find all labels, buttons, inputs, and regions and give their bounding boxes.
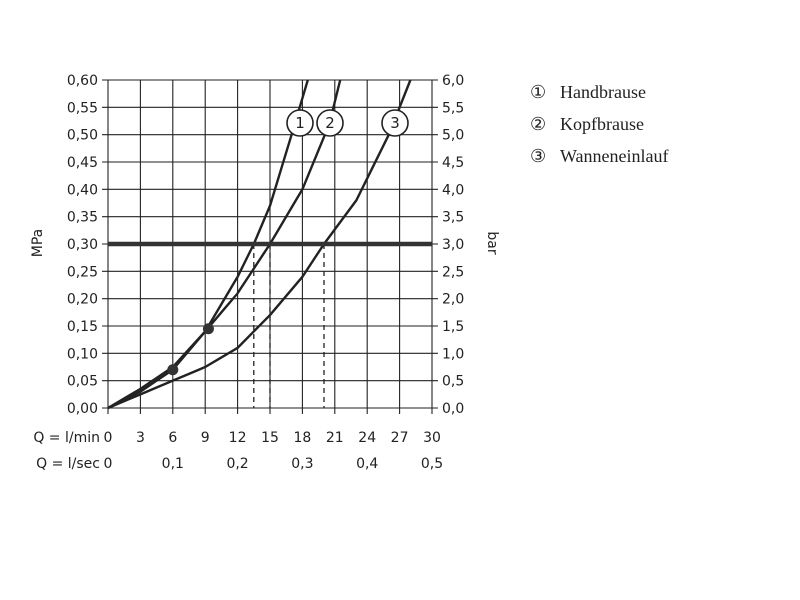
x-lmin-tick-label: 18 [293, 430, 311, 446]
y-left-tick-label: 0,60 [67, 73, 98, 89]
curve-series-3 [107, 79, 412, 410]
y-right-tick-label: 3,5 [442, 210, 464, 226]
x-lmin-tick-label: 21 [326, 430, 344, 446]
curve-marker-label: 3 [390, 114, 400, 132]
y-left-tick-label: 0,10 [67, 346, 98, 362]
y-right-tick-label: 5,0 [442, 128, 464, 144]
curve-marker-circle [381, 109, 409, 137]
legend-item-handbrause: ① Handbrause [530, 82, 646, 102]
legend-marker-3: ③ [530, 146, 546, 166]
curve-markers: 1 2 3 [286, 109, 409, 137]
curve-marker-circle [316, 109, 344, 137]
x-lsec-tick-label: 0,1 [162, 456, 184, 472]
y-right-tick-label: 0,5 [442, 374, 464, 390]
operating-point [167, 364, 179, 376]
x-lmin-tick-label: 15 [261, 430, 279, 446]
y-left-tick-label: 0,35 [67, 210, 98, 226]
y-right-tick-label: 3,0 [442, 237, 464, 253]
x-lsec-tick-label: 0,2 [226, 456, 248, 472]
x-lmin-tick-label: 12 [229, 430, 247, 446]
x-lmin-axis-title: Q = l/min [33, 430, 100, 446]
y-left-tick-label: 0,15 [67, 319, 98, 335]
tick-labels: 0,000,050,100,150,200,250,300,350,400,45… [67, 73, 464, 472]
legend-label-handbrause: Handbrause [560, 82, 646, 102]
x-lmin-tick-label: 0 [104, 430, 113, 446]
y-left-tick-label: 0,05 [67, 374, 98, 390]
y-left-tick-label: 0,00 [67, 401, 98, 417]
y-right-tick-label: 5,5 [442, 100, 464, 116]
y-right-tick-label: 6,0 [442, 73, 464, 89]
y-left-tick-label: 0,25 [67, 264, 98, 280]
curve-marker-label: 1 [295, 114, 305, 132]
y-left-tick-label: 0,50 [67, 128, 98, 144]
x-lmin-tick-label: 24 [358, 430, 376, 446]
y-right-tick-label: 4,5 [442, 155, 464, 171]
x-lsec-tick-label: 0,4 [356, 456, 378, 472]
y-left-tick-label: 0,55 [67, 100, 98, 116]
legend-marker-1: ① [530, 82, 546, 102]
curve-series [107, 79, 412, 410]
legend-label-kopfbrause: Kopfbrause [560, 114, 644, 134]
y-right-tick-label: 1,0 [442, 346, 464, 362]
curve-marker-label: 2 [325, 114, 335, 132]
y-right-tick-label: 1,5 [442, 319, 464, 335]
legend-item-wanneneinlauf: ③ Wanneneinlauf [530, 146, 669, 166]
y-left-tick-label: 0,30 [67, 237, 98, 253]
curve-series-2 [107, 79, 342, 410]
x-lmin-tick-label: 6 [168, 430, 177, 446]
x-lmin-tick-label: 27 [391, 430, 409, 446]
y-left-axis-title: MPa [30, 229, 46, 257]
x-lsec-tick-label: 0 [104, 456, 113, 472]
y-left-tick-label: 0,40 [67, 182, 98, 198]
operating-points [167, 323, 214, 376]
legend: ① Handbrause ② Kopfbrause ③ Wanneneinlau… [530, 82, 669, 166]
x-lsec-tick-label: 0,5 [421, 456, 443, 472]
curve-series-1 [107, 79, 309, 410]
legend-item-kopfbrause: ② Kopfbrause [530, 114, 644, 134]
y-right-tick-label: 4,0 [442, 182, 464, 198]
x-lsec-axis-title: Q = l/sec [36, 456, 100, 472]
legend-label-wanneneinlauf: Wanneneinlauf [560, 146, 669, 166]
y-right-tick-label: 0,0 [442, 401, 464, 417]
legend-marker-2: ② [530, 114, 546, 134]
curve-marker-circle [286, 109, 314, 137]
x-lmin-tick-label: 3 [136, 430, 145, 446]
x-lmin-tick-label: 30 [423, 430, 441, 446]
x-lsec-tick-label: 0,3 [291, 456, 313, 472]
dashed-drop-lines [253, 244, 325, 408]
operating-point [202, 323, 214, 335]
y-left-tick-label: 0,45 [67, 155, 98, 171]
x-lmin-tick-label: 9 [201, 430, 210, 446]
y-right-axis-title: bar [484, 231, 500, 254]
y-left-tick-label: 0,20 [67, 292, 98, 308]
y-right-tick-label: 2,5 [442, 264, 464, 280]
y-right-tick-label: 2,0 [442, 292, 464, 308]
